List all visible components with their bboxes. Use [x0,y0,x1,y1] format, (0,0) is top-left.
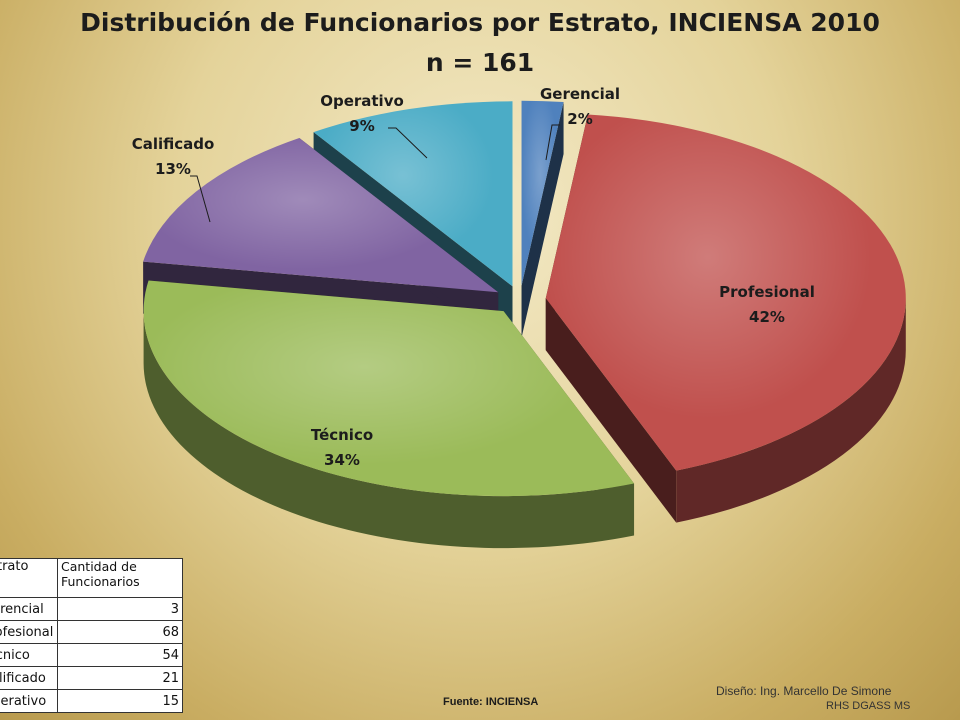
slice-percent-label: 2% [567,110,592,128]
table-cell-cantidad: 15 [57,689,183,713]
leader-line [190,175,211,223]
table-cell-estrato: Técnico [0,643,58,667]
data-table: Estrato Cantidad de Funcionarios Gerenci… [0,558,183,713]
table-cell-estrato: Gerencial [0,597,58,621]
pie-slice-outer-wall [676,298,906,523]
table-row: Operativo 15 [0,689,183,713]
pie-slice-highlight [313,101,513,287]
pie-slice-side-wall [545,298,677,523]
table-row: Gerencial 3 [0,597,183,621]
table-cell-estrato: Profesional [0,620,58,644]
table-header-row: Estrato Cantidad de Funcionarios [0,558,183,598]
pie-slice-highlight [143,138,499,293]
pie-slice-side-wall [521,101,564,338]
slice-label: Técnico [311,426,373,444]
table-cell-estrato: Operativo [0,689,58,713]
slice-percent-label: 13% [155,160,191,178]
pie-slice-highlight [143,280,635,497]
table-header-cantidad: Cantidad de Funcionarios [57,558,183,598]
slice-percent-label: 34% [324,451,360,469]
table-header-estrato: Estrato [0,558,58,598]
design-credit: Diseño: Ing. Marcello De Simone [716,684,892,698]
source-note: Fuente: INCIENSA [443,696,539,708]
table-row: Técnico 54 [0,643,183,667]
pie-slice-highlight [521,100,564,286]
table-cell-cantidad: 21 [57,666,183,690]
slice-label: Gerencial [540,85,620,103]
leader-line [545,124,560,161]
slice-label: Operativo [320,92,404,110]
organization-credit: RHS DGASS MS [826,700,911,712]
slice-label: Profesional [719,283,815,301]
slice-label: Calificado [132,135,215,153]
table-row: Calificado 21 [0,666,183,690]
table-cell-cantidad: 3 [57,597,183,621]
table-cell-cantidad: 54 [57,643,183,667]
leader-line [388,127,428,159]
table-cell-estrato: Calificado [0,666,58,690]
pie-slice-highlight [545,114,906,471]
chart-title: Distribución de Funcionarios por Estrato… [80,8,880,37]
chart-subtitle: n = 161 [425,48,535,77]
slice-percent-label: 9% [349,117,374,135]
table-row: Profesional 68 [0,620,183,644]
slice-percent-label: 42% [749,308,785,326]
table-cell-cantidad: 68 [57,620,183,644]
pie-slice-outer-wall [143,311,635,549]
